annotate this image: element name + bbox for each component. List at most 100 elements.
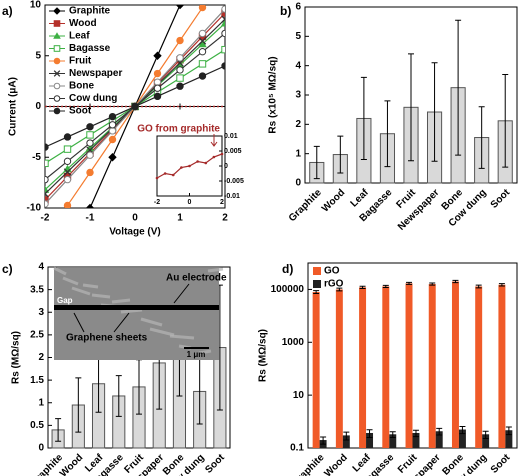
legend-label: Newspaper [69, 68, 122, 79]
error-bar [75, 377, 82, 433]
y-tick-label: 1 [295, 148, 301, 159]
bar [482, 434, 490, 448]
marker [63, 175, 72, 184]
marker [221, 15, 225, 23]
x-tick-label: -1 [86, 213, 95, 224]
bar [342, 435, 350, 448]
legend-label: Cow dung [69, 93, 117, 104]
x-tick-label: 2 [222, 213, 228, 224]
marker [153, 84, 162, 92]
legend-marker [53, 7, 61, 15]
error-bar [313, 290, 320, 295]
x-tick-label: Graphite [290, 452, 327, 476]
y-tick-label: 2 [295, 119, 301, 130]
error-bar [502, 73, 509, 168]
bar [312, 291, 320, 448]
y-tick-label: 0.1 [290, 443, 304, 454]
bar [389, 434, 397, 448]
inset-x-tick-label: 0 [188, 199, 192, 206]
image-label: Gap [57, 296, 73, 305]
marker [45, 159, 49, 168]
inset-y-tick-label: 0.01 [224, 133, 238, 140]
error-bar [384, 100, 391, 168]
error-bar [320, 436, 327, 445]
sem-texture [82, 283, 99, 289]
error-bar [366, 429, 373, 438]
inset-point [212, 155, 216, 159]
marker [176, 66, 184, 74]
y-tick-label: 3 [38, 307, 44, 318]
error-bar [429, 282, 436, 286]
marker [63, 168, 72, 176]
marker [85, 203, 95, 208]
x-tick-label: Wood [58, 452, 85, 476]
marker [153, 78, 162, 86]
inset-point [163, 172, 167, 175]
panel-label: d) [282, 262, 293, 276]
marker [108, 127, 117, 135]
image-label: Au electrode [166, 273, 227, 284]
bar [498, 284, 506, 448]
marker [45, 190, 49, 198]
y-tick-label: 10 [293, 390, 305, 401]
legend-label: rGO [324, 279, 344, 290]
sem-gap [54, 305, 219, 310]
sem-texture [140, 317, 163, 327]
inset-point [155, 176, 159, 180]
marker [198, 47, 207, 56]
error-bar [436, 427, 443, 436]
sem-texture [169, 334, 195, 340]
panel-label: b) [280, 4, 291, 18]
marker [176, 74, 184, 82]
error-bar [498, 283, 505, 287]
marker [175, 60, 185, 69]
marker [198, 72, 207, 80]
sem-texture [149, 327, 175, 337]
marker [42, 235, 48, 241]
y-axis-label: Rs (MΩ/sq) [258, 329, 269, 382]
marker [86, 151, 94, 159]
sem-texture [207, 267, 224, 273]
image-label: 1 μm [187, 350, 206, 359]
marker [198, 39, 207, 48]
inset-arrow [210, 134, 218, 147]
legend-label: Bone [69, 81, 94, 92]
sem-image [54, 268, 219, 360]
y-tick-label: 0.5 [30, 420, 44, 431]
inset-x-tick-label: -2 [154, 199, 160, 206]
error-bar [389, 431, 396, 438]
legend-marker [53, 107, 61, 115]
marker [221, 62, 225, 70]
marker [63, 145, 72, 153]
y-tick-label: 3.5 [30, 284, 44, 295]
sem-texture [120, 308, 143, 314]
y-tick-label: -5 [32, 152, 41, 163]
y-tick-label: 100000 [271, 284, 305, 295]
panel-label: a) [2, 4, 13, 18]
inset-point [220, 152, 224, 156]
bar [359, 287, 367, 448]
inset-point [188, 164, 191, 168]
marker [86, 131, 94, 139]
y-tick-label: 5 [35, 50, 41, 61]
plot-area [42, 5, 225, 241]
legend-marker [53, 70, 61, 77]
inset-point [180, 166, 183, 169]
y-tick-label: 1000 [282, 337, 305, 348]
marker [220, 19, 225, 27]
inset-title: GO from graphite [137, 124, 220, 135]
sem-texture [62, 276, 79, 286]
error-bar [359, 285, 366, 290]
legend-marker [53, 95, 61, 102]
inset-point [196, 160, 199, 163]
legend-label: Leaf [69, 31, 90, 42]
marker [131, 102, 139, 111]
error-bar [408, 53, 414, 162]
error-bar [406, 281, 413, 285]
y-axis-label: Rs (MΩ/sq) [11, 331, 22, 384]
marker [63, 157, 72, 166]
bar [475, 286, 483, 448]
error-bar [431, 62, 438, 162]
error-bar [475, 284, 482, 289]
